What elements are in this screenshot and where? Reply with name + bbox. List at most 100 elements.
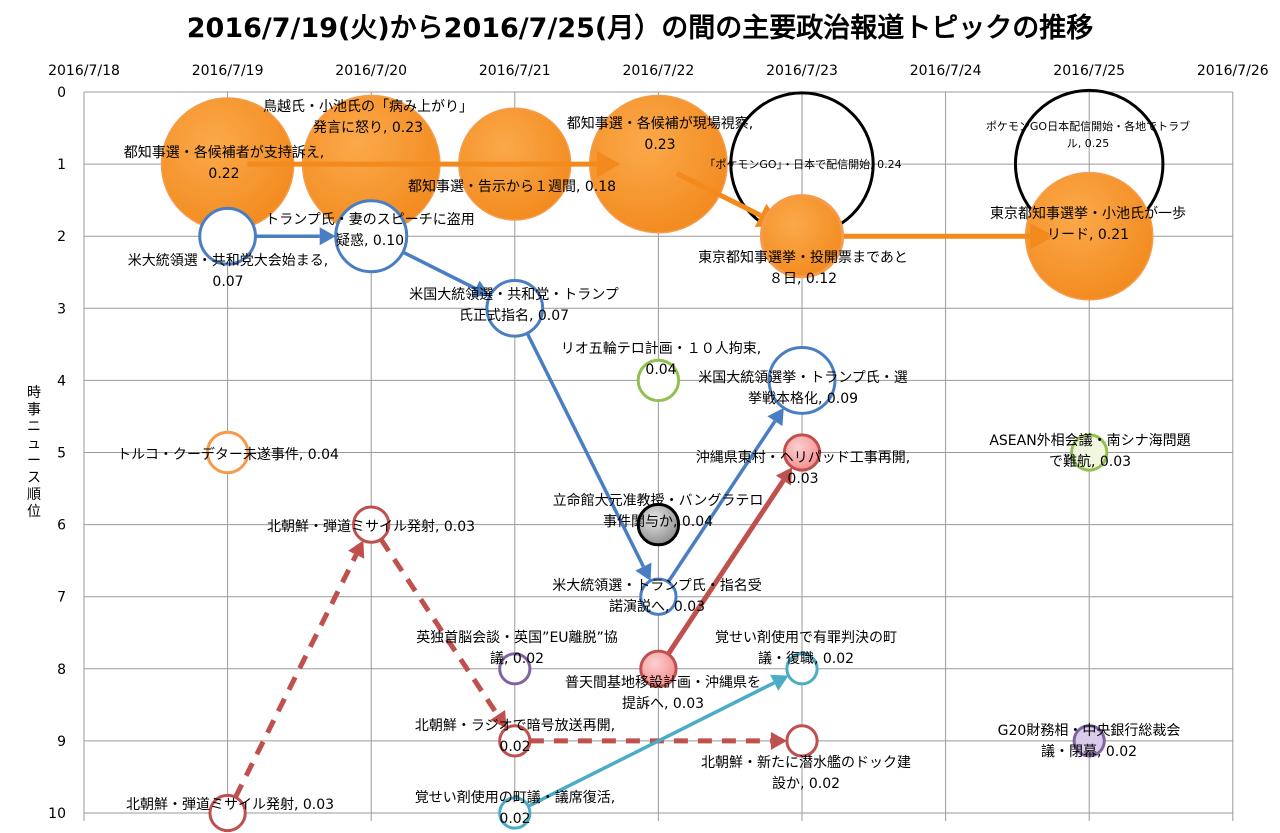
y-axis-label-char: 事 (27, 402, 41, 418)
bubble-label: リード, 0.21 (1047, 227, 1129, 243)
bubble-label: 疑惑, 0.10 (336, 233, 404, 249)
bubble-label: リオ五輪テロ計画・１０人拘束, (561, 340, 761, 357)
arrow-head (775, 467, 793, 486)
y-tick-label: 1 (57, 157, 66, 173)
arrow-head (319, 227, 336, 246)
bubble-label: 0.07 (212, 274, 243, 290)
arrow-head (596, 151, 621, 178)
bubble-label: 0.23 (644, 137, 675, 153)
arrow-head (767, 407, 784, 427)
x-tick-label: 2016/7/26 (1197, 63, 1269, 79)
arrow-head (348, 540, 365, 559)
arrow-head (471, 280, 490, 297)
arrow-shaft (675, 171, 762, 218)
bubble (334, 199, 409, 274)
bubble-label: 覚せい剤使用で有罪判決の町 (715, 629, 897, 646)
bubble-label: ASEAN外相会議・南シナ海問題 (989, 432, 1190, 449)
bubble-label: 普天間基地移設計画・沖縄県を (565, 674, 761, 691)
bubble-label: 事件関与か, 0.04 (603, 514, 713, 530)
bubble-label: 覚せい剤使用の町議・議席復活, (415, 789, 615, 806)
label-layer: 都知事選・各候補者が支持訴え, 0.22 鳥越氏・小池氏の「病み上がり」発言に怒り,… (117, 99, 1191, 827)
bubble (352, 505, 391, 544)
x-tick-label: 2016/7/19 (192, 63, 264, 79)
bubble-label: 諾演説へ, 0.03 (609, 599, 705, 615)
y-axis-label-char: 時 (27, 385, 41, 401)
y-tick-label: 9 (57, 734, 66, 750)
y-axis: 0 1 2 3 4 5 6 7 8 9 10 (48, 85, 66, 822)
bubble (498, 724, 532, 758)
bubble (785, 652, 819, 686)
arrow-head (770, 731, 787, 750)
y-tick-label: 7 (57, 590, 66, 606)
y-axis-label-char: ュ (27, 436, 41, 452)
bubble-label: 挙戦本格化, 0.09 (748, 391, 858, 407)
bubble-label: 提訴へ, 0.03 (622, 696, 704, 712)
y-axis-label-char: ス (27, 470, 41, 486)
arrow-head (490, 710, 507, 729)
y-axis-label-char: 位 (27, 504, 41, 520)
bubble-label: 立命館大元准教授・バングラテロ (553, 492, 764, 509)
x-tick-label: 2016/7/22 (623, 63, 695, 79)
bubble-label: 北朝鮮・弾道ミサイル発射, 0.03 (126, 797, 334, 813)
bubble (1070, 433, 1109, 472)
bubble-label: G20財務相・中央銀行総裁会 (998, 723, 1181, 739)
bubble-label: 米国大統領選挙・トランプ氏・選 (698, 369, 908, 386)
arrow-shaft (527, 681, 775, 808)
bubble-label: トルコ・クーデター未遂事件, 0.04 (117, 446, 339, 463)
arrow-shaft (402, 250, 477, 291)
arrow-shaft (666, 420, 777, 583)
bubble-label: 発言に怒り, 0.23 (313, 120, 423, 136)
bubble (767, 345, 837, 415)
y-tick-label: 10 (48, 806, 66, 822)
arrow-shaft (233, 553, 359, 799)
bubble-label: 氏正式指名, 0.07 (459, 308, 569, 324)
chart-title: 2016/7/19(火)から2016/7/25(月）の間の主要政治報道トピックの… (187, 12, 1093, 44)
bubble-label: 都知事選・告示から１週間, 0.18 (408, 178, 616, 195)
y-tick-label: 6 (57, 518, 66, 534)
x-tick-label: 2016/7/25 (1053, 63, 1125, 79)
bubble (759, 194, 845, 279)
bubble-label: 0.22 (208, 166, 239, 182)
y-tick-label: 4 (57, 373, 66, 389)
bubble (208, 793, 247, 833)
arrow-shaft (666, 479, 786, 656)
x-tick-label: 2016/7/18 (48, 63, 120, 79)
bubble-label: 米大統領選・共和党大会始まる, (128, 252, 328, 269)
bubble (785, 724, 819, 758)
x-axis: 2016/7/18 2016/7/19 2016/7/20 2016/7/21 2016… (48, 63, 1269, 79)
y-axis-label-char: 順 (27, 487, 41, 503)
bubble (636, 358, 681, 403)
bubble-label: 0.04 (645, 362, 676, 378)
bubble-label: 「ポケモンGO」・日本で配信開始, 0.24 (704, 157, 901, 171)
bubble (485, 278, 545, 338)
bubble (636, 502, 681, 547)
bubble (1072, 724, 1106, 758)
x-tick-label: 2016/7/20 (335, 63, 407, 79)
bubble (639, 577, 678, 616)
bubble-label: 英独首脳会談・英国”EU離脱”協 (416, 629, 618, 646)
bubble-label: トランプ氏・妻のスピーチに盗用 (265, 212, 475, 228)
bubble-label: 0.03 (787, 471, 818, 487)
bubble-label: 東京都知事選挙・投開票まであと (698, 249, 908, 266)
bubble-label: 米国大統領選・共和党・トランプ (409, 286, 619, 303)
arrow-head (770, 674, 789, 691)
bubble-label: ８日, 0.12 (769, 271, 837, 287)
arrow-shaft (378, 537, 500, 717)
bubble (198, 206, 257, 266)
bubble (639, 649, 678, 688)
bubble-label: 議・閉幕, 0.02 (1041, 743, 1137, 760)
bubble-label: 0.02 (499, 811, 530, 827)
y-axis-label-char: ニ (27, 419, 41, 435)
bubble-label: 東京都知事選挙・小池氏が一歩 (990, 205, 1186, 222)
bubble-label: 沖縄県東村・ヘリパッド工事再開, (696, 450, 910, 466)
bubble (498, 652, 532, 686)
bubble-layer-front (198, 194, 1109, 833)
y-tick-label: 5 (57, 446, 66, 462)
bubble-label: ル, 0.25 (1067, 137, 1110, 150)
bubble-label: 都知事選・各候補者が支持訴え, (124, 144, 324, 161)
y-tick-label: 2 (57, 229, 66, 245)
x-tick-label: 2016/7/21 (479, 63, 551, 79)
arrow-head (635, 562, 652, 581)
